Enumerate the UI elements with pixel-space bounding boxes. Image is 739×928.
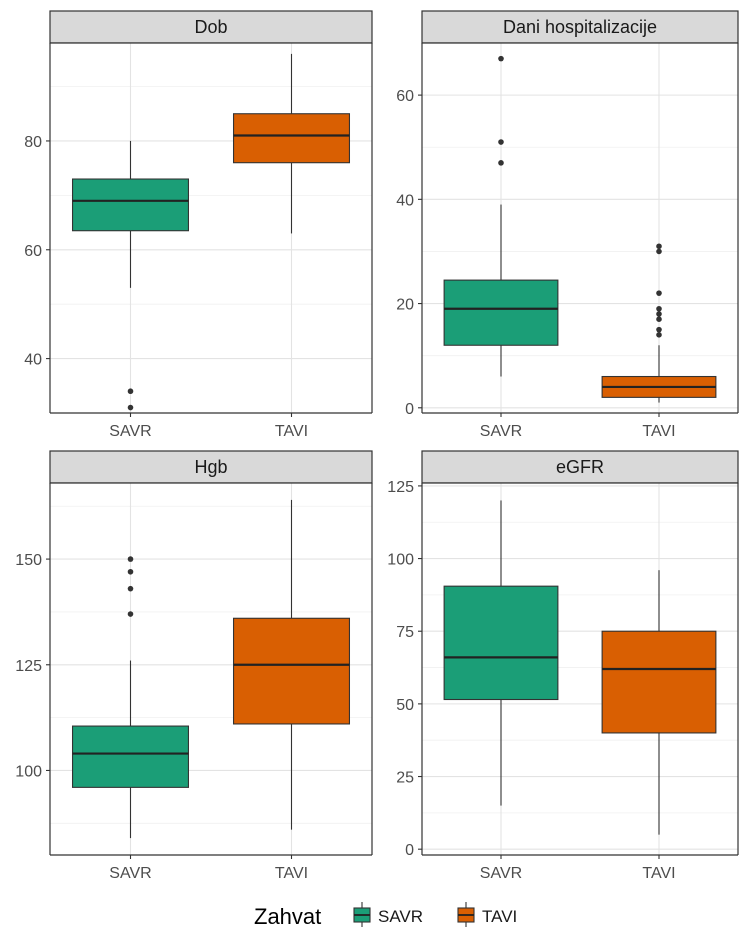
box-savr (443, 500, 559, 806)
box-tavi (601, 570, 717, 835)
x-tick-label: TAVI (275, 423, 308, 440)
y-tick-label: 40 (396, 192, 414, 209)
panel-title: Dani hospitalizacije (503, 17, 657, 37)
y-tick-label: 75 (396, 624, 414, 641)
x-tick-label: SAVR (109, 865, 151, 882)
legend-title: Zahvat (254, 904, 321, 928)
plot-background (422, 43, 738, 413)
outlier-point (127, 611, 134, 617)
outlier-point (656, 332, 662, 338)
outlier-point (656, 243, 662, 250)
outlier-point (656, 316, 662, 322)
y-tick-label: 25 (396, 770, 414, 787)
y-tick-label: 125 (387, 479, 414, 496)
panel-title: Dob (194, 17, 227, 37)
y-tick-label: 40 (24, 352, 42, 369)
outlier-point (498, 55, 504, 62)
y-tick-label: 60 (396, 88, 414, 105)
panel-title: Hgb (194, 457, 227, 477)
box-tavi (232, 53, 351, 234)
outlier-point (127, 404, 134, 411)
x-tick-label: TAVI (275, 865, 308, 882)
legend-item-savr: SAVR (353, 902, 423, 927)
panel-strip (49, 10, 373, 44)
box-savr (71, 556, 190, 839)
y-tick-label: 125 (15, 658, 42, 675)
y-tick-label: 100 (15, 763, 42, 780)
minor-gridlines (422, 146, 738, 357)
outlier-point (498, 139, 504, 145)
outlier-point (127, 568, 134, 575)
box-tavi (601, 243, 717, 403)
legend-label: TAVI (482, 907, 517, 926)
panel-strip (49, 450, 373, 484)
box-tavi (232, 499, 351, 830)
panel-hgb: Hgb 100 125 150 SAVR TAVI (15, 450, 373, 882)
y-tick-label: 150 (15, 552, 42, 569)
x-tick-label: SAVR (109, 423, 151, 440)
x-tick-label: TAVI (642, 865, 675, 882)
box-savr (71, 140, 190, 411)
panel-egfr: eGFR 0 25 50 75 100 125 SAVR TAVI (387, 450, 739, 882)
y-tick-label: 0 (405, 401, 414, 418)
outlier-point (127, 556, 134, 562)
box-body (71, 725, 190, 788)
legend-label: SAVR (378, 907, 423, 926)
x-tick-label: TAVI (642, 423, 675, 440)
panel-title: eGFR (556, 457, 604, 477)
outlier-point (656, 248, 662, 255)
legend-item-tavi: TAVI (457, 902, 517, 927)
box-savr (443, 55, 559, 377)
outlier-point (656, 311, 662, 317)
outlier-point (127, 585, 134, 592)
box-body (232, 617, 351, 725)
y-tick-label: 0 (405, 842, 414, 859)
y-tick-label: 80 (24, 134, 42, 151)
box-body (443, 585, 559, 701)
y-tick-label: 50 (396, 697, 414, 714)
y-tick-label: 100 (387, 552, 414, 569)
outlier-point (656, 305, 662, 312)
outlier-point (656, 326, 662, 333)
x-tick-label: SAVR (480, 865, 522, 882)
legend: Zahvat SAVR TAVI (254, 902, 517, 928)
panel-strip (421, 10, 739, 44)
panel-dani-hospitalizacije: Dani hospitalizacije 0 20 40 60 SAVR TAVI (396, 10, 739, 440)
outlier-point (498, 160, 504, 166)
panel-strip (421, 450, 739, 484)
box-body (232, 113, 351, 164)
box-body (71, 178, 190, 232)
panel-dob: Dob 40 60 80 SAVR TAVI (24, 10, 373, 440)
outlier-point (656, 290, 662, 296)
y-tick-label: 60 (24, 243, 42, 260)
outlier-point (127, 388, 134, 395)
box-body (601, 630, 717, 734)
y-tick-label: 20 (396, 297, 414, 314)
box-body (443, 279, 559, 346)
x-tick-label: SAVR (480, 423, 522, 440)
